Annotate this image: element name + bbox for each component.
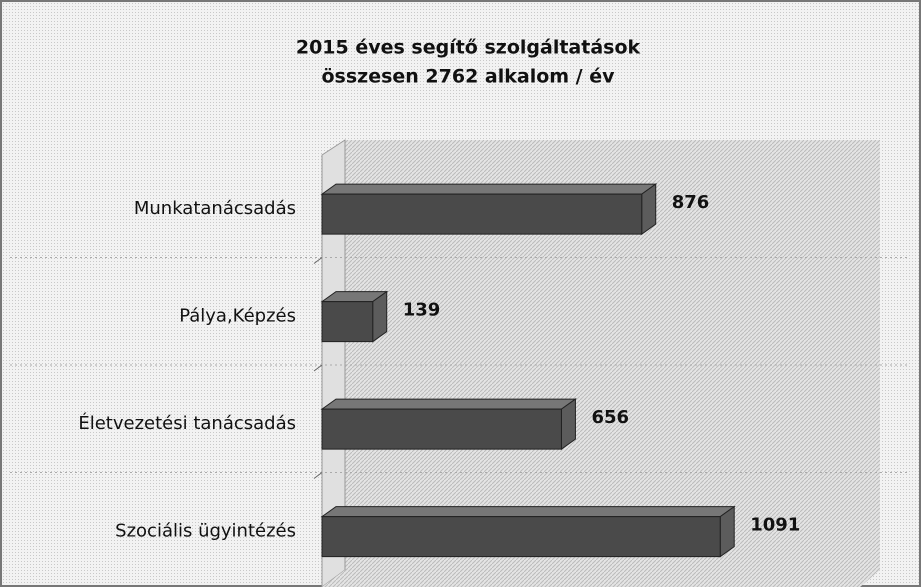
data-label: 876 [672, 192, 710, 213]
floor [322, 570, 880, 587]
category-label: Munkatanácsadás [134, 198, 296, 219]
bar-top [320, 183, 658, 195]
data-label: 139 [403, 300, 441, 321]
axis-tick [313, 257, 323, 264]
axis-tick [313, 472, 323, 479]
chart-subtitle: összesen 2762 alkalom / év [321, 66, 615, 88]
bar [321, 408, 562, 450]
data-label: 1091 [750, 515, 800, 536]
category-label: Szociális ügyintézés [115, 521, 296, 542]
axis-tick [313, 364, 323, 372]
bar-top [320, 506, 736, 518]
bar [321, 301, 374, 343]
bar [321, 516, 721, 558]
bar-top [320, 398, 578, 410]
chart-title: 2015 éves segítő szolgáltatások [296, 37, 641, 59]
data-label: 656 [591, 407, 629, 428]
bar [321, 193, 643, 235]
category-label: Életvezetési tanácsadás [78, 412, 296, 434]
category-label: Pálya,Képzés [179, 306, 296, 327]
